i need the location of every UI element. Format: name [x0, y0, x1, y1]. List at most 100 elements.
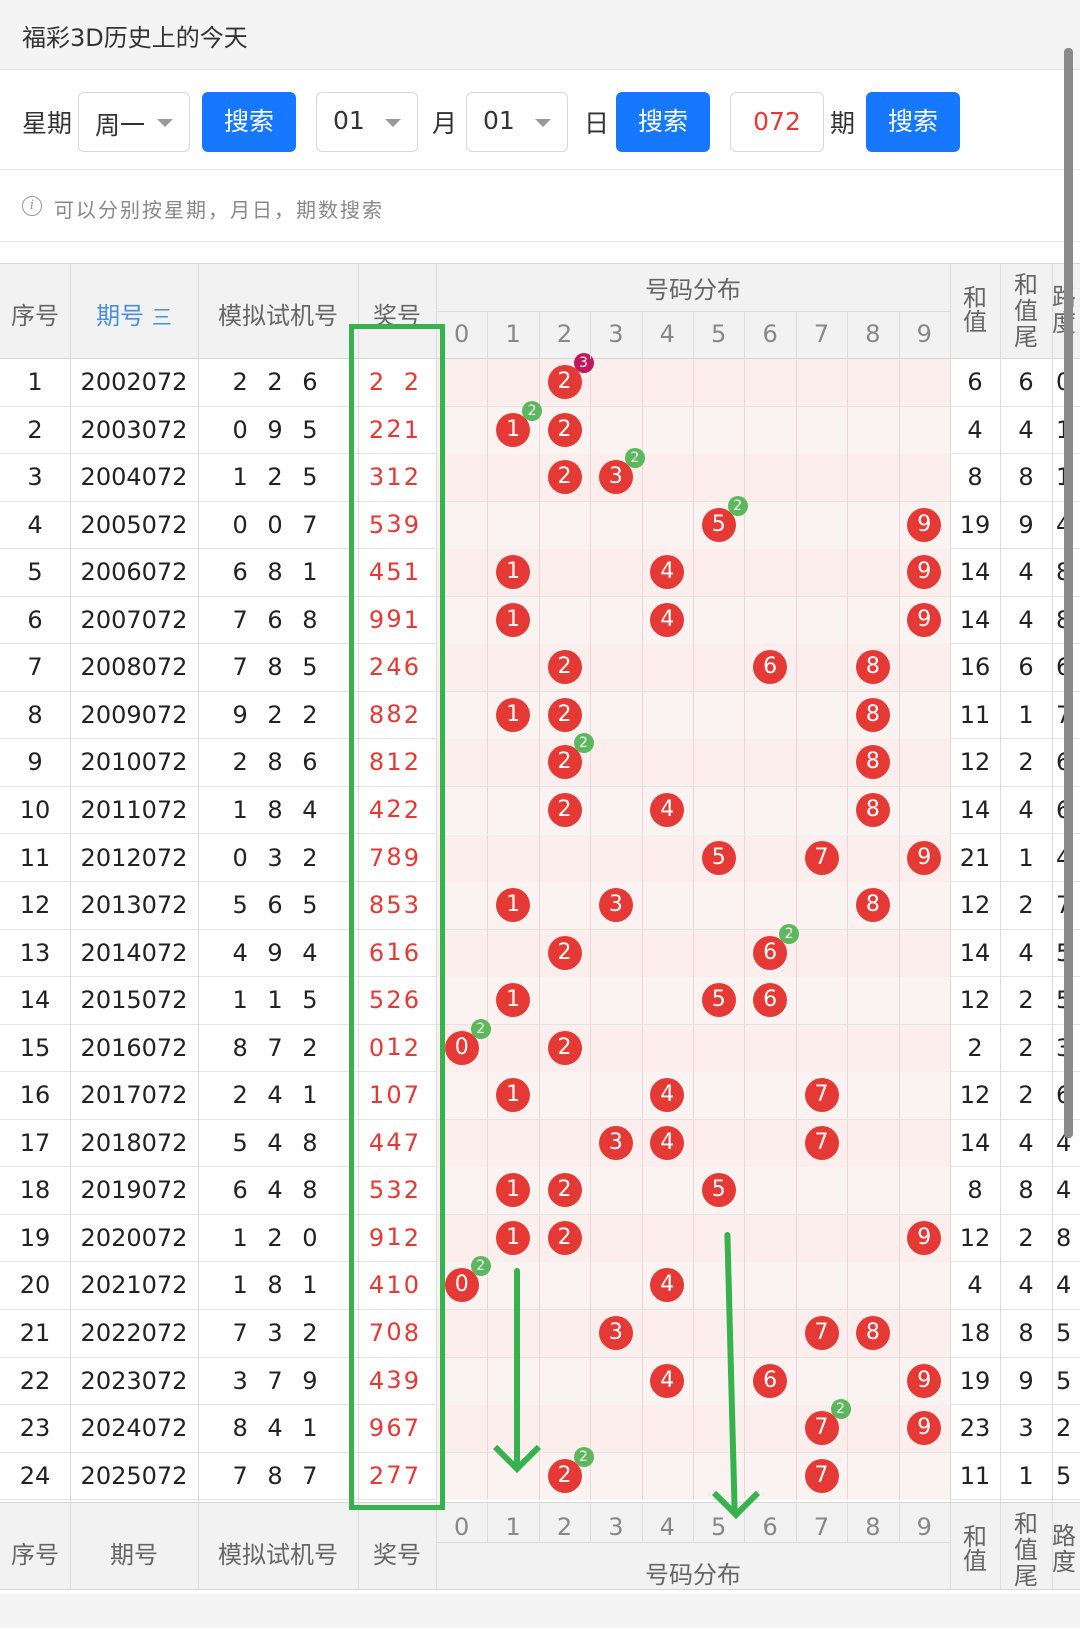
digit-divider: [847, 1357, 849, 1405]
cell-issue: 2005072: [80, 510, 188, 539]
search-issue-button[interactable]: 搜索: [866, 92, 960, 152]
digit-divider: [795, 1024, 797, 1072]
cell-seq: 23: [19, 1414, 51, 1443]
digit-divider: [898, 977, 900, 1025]
digit-divider: [847, 1119, 849, 1167]
digit-divider: [795, 1262, 797, 1310]
number-ball: 7: [804, 1125, 839, 1160]
header-tail-1: 和: [1014, 271, 1038, 299]
digit-divider: [590, 644, 592, 692]
footer-seq: 序号: [11, 1541, 59, 1569]
cell-seq: 9: [27, 748, 43, 777]
digit-divider: [538, 1072, 540, 1120]
cell-tail: 2: [1018, 748, 1034, 777]
cell-seq: 3: [27, 463, 43, 492]
footer-digit-0: 0: [454, 1513, 470, 1541]
sort-icon[interactable]: 三: [151, 305, 172, 329]
digit-divider: [795, 596, 797, 644]
digit-divider: [487, 1262, 489, 1310]
cell-seq: 13: [19, 938, 51, 967]
digit-header-divider: [898, 311, 900, 359]
digit-divider: [641, 501, 643, 549]
header-distribution: 号码分布: [645, 276, 741, 304]
cell-trial: 7 8 5: [232, 653, 324, 682]
header-divider: [436, 311, 950, 312]
vertical-scrollbar[interactable]: [1064, 48, 1073, 1138]
digit-divider: [744, 691, 746, 739]
search-weekday-button[interactable]: 搜索: [202, 92, 296, 152]
digit-divider: [744, 1119, 746, 1167]
search-date-button[interactable]: 搜索: [616, 92, 710, 152]
number-ball: 2: [547, 1220, 582, 1255]
cell-road: 4: [1056, 1271, 1072, 1300]
digit-divider: [641, 406, 643, 454]
digit-divider: [538, 1405, 540, 1453]
weekday-select[interactable]: 周一: [78, 92, 190, 152]
digit-divider: [898, 1119, 900, 1167]
header-seq: 序号: [11, 302, 59, 330]
number-ball: 6: [753, 1363, 788, 1398]
cell-tail: 4: [1018, 1271, 1034, 1300]
digit-divider: [487, 501, 489, 549]
cell-issue: 2006072: [80, 558, 188, 587]
digit-divider: [641, 1024, 643, 1072]
digit-divider: [744, 1262, 746, 1310]
number-ball: 1: [496, 555, 531, 590]
digit-divider: [538, 882, 540, 930]
digit-divider: [487, 1405, 489, 1453]
number-ball: 2: [547, 935, 582, 970]
issue-input[interactable]: 072: [730, 92, 824, 152]
digit-divider: [744, 882, 746, 930]
number-ball: 0: [444, 1030, 479, 1065]
digit-divider: [847, 882, 849, 930]
cell-road: 5: [1056, 1319, 1072, 1347]
number-ball: 2: [547, 412, 582, 447]
digit-divider: [487, 1119, 489, 1167]
number-ball: 9: [907, 1220, 942, 1255]
repeat-count-badge: 2: [624, 448, 645, 469]
digit-header-divider: [795, 311, 797, 359]
header-issue[interactable]: 期号 三: [70, 296, 198, 331]
digit-divider: [641, 1072, 643, 1120]
digit-divider: [795, 1452, 797, 1500]
digit-divider: [538, 929, 540, 977]
digit-divider: [590, 1214, 592, 1262]
digit-divider: [898, 1357, 900, 1405]
cell-seq: 2: [27, 415, 43, 444]
digit-divider: [641, 691, 643, 739]
cell-sum: 12: [959, 1223, 991, 1252]
cell-sum: 21: [959, 843, 991, 872]
cell-tail: 2: [1018, 1223, 1034, 1252]
cell-trial: 0 0 7: [232, 510, 324, 539]
digit-divider: [847, 596, 849, 644]
footer-digit-2: 2: [556, 1513, 573, 1541]
digit-divider: [590, 929, 592, 977]
digit-header-divider: [744, 311, 746, 359]
digit-divider: [538, 406, 540, 454]
page-header: 福彩3D历史上的今天: [0, 0, 1080, 70]
digit-divider: [693, 549, 694, 597]
cell-tail: 6: [1018, 653, 1034, 682]
column-divider: [1000, 263, 1001, 1590]
day-select[interactable]: 01: [466, 92, 568, 152]
digit-header-divider: [538, 311, 540, 359]
cell-sum: 12: [959, 986, 991, 1015]
digit-divider: [744, 1310, 746, 1357]
footer-digit-5: 5: [711, 1513, 727, 1541]
digit-divider: [590, 1262, 592, 1310]
digit-divider: [693, 739, 694, 787]
cell-prize: 7 8 3: [368, 1319, 426, 1394]
cell-prize: 4 9 6: [368, 1366, 426, 1442]
cell-trial: 2 8 6: [232, 748, 324, 777]
digit-header-divider: [847, 311, 849, 359]
month-select[interactable]: 01: [316, 92, 418, 152]
cell-trial: 6 8 1: [232, 558, 324, 587]
